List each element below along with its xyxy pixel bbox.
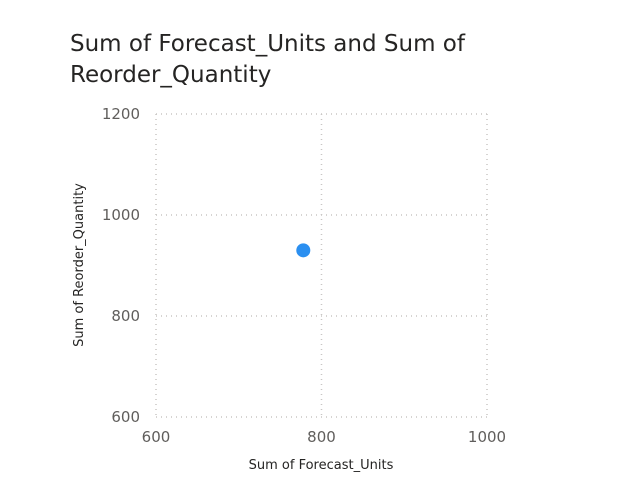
x-tick-label-0: 600 [142,428,171,446]
x-tick-label-2: 1000 [468,428,506,446]
y-tick-label-0: 600 [111,408,140,426]
y-tick-label-1: 800 [111,307,140,325]
grid-lines [155,113,488,418]
y-axis-label: Sum of Reorder_Quantity [72,183,87,347]
y-axis-ticks: 600 800 1000 1200 [102,105,140,426]
x-axis-ticks: 600 800 1000 [142,428,506,446]
x-axis-label: Sum of Forecast_Units [249,458,394,473]
y-tick-label-2: 1000 [102,206,140,224]
x-tick-label-1: 800 [307,428,336,446]
chart-title: Sum of Forecast_Units and Sum of Reorder… [70,31,465,88]
data-point-0[interactable] [296,243,311,258]
y-tick-label-3: 1200 [102,105,140,123]
data-points [296,243,311,258]
